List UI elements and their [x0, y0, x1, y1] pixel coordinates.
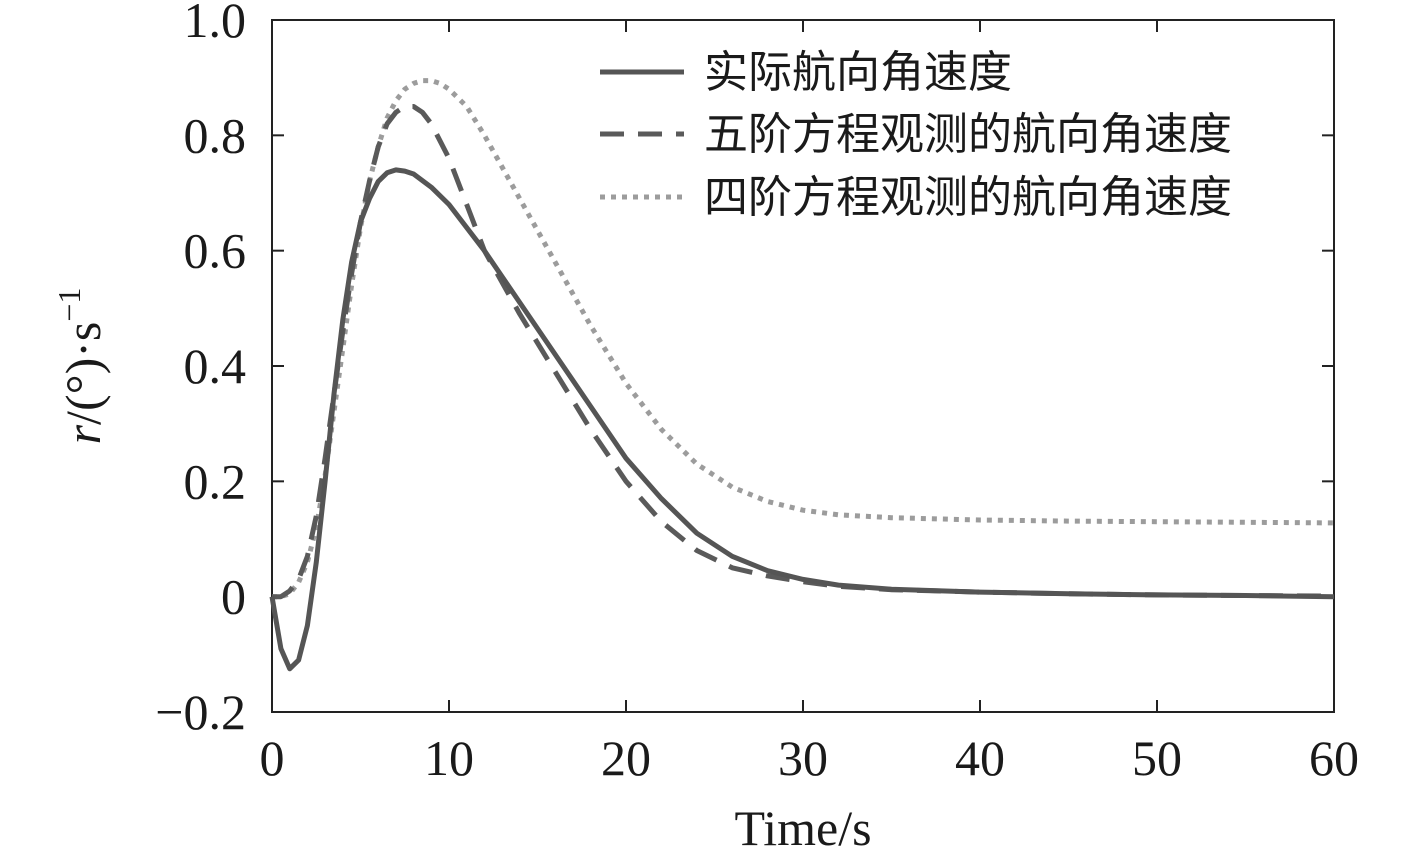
legend-label-fourth-order: 四阶方程观测的航向角速度: [704, 172, 1232, 223]
series-fourth-order-yaw-rate: [272, 78, 1335, 600]
y-axis-title-body: /(°)·s: [55, 322, 111, 425]
x-axis-title: Time/s: [734, 800, 871, 851]
series-actual-yaw-rate: [269, 167, 1335, 672]
y-tick-label: 0.6: [184, 223, 247, 279]
y-tick-label: 0: [221, 569, 246, 625]
x-tick-label: 10: [424, 730, 474, 786]
series-layer: [269, 78, 1335, 672]
x-tick-label: 60: [1309, 730, 1359, 786]
y-tick-label: 0.4: [184, 338, 247, 394]
y-axis-title-italic: r: [55, 424, 111, 444]
legend-label-actual: 实际航向角速度: [704, 47, 1012, 98]
y-tick-label: −0.2: [155, 684, 246, 740]
legend: 实际航向角速度 五阶方程观测的航向角速度 四阶方程观测的航向角速度: [600, 47, 1232, 223]
axis-ticks: [271, 19, 1335, 713]
x-tick-label: 50: [1132, 730, 1182, 786]
x-tick-label: 40: [955, 730, 1005, 786]
x-tick-label: 20: [601, 730, 651, 786]
axis-tick-labels: 0 10 20 30 40 50 60−0.200.20.40.60.81.0: [155, 0, 1359, 786]
x-tick-label: 30: [778, 730, 828, 786]
legend-label-fifth-order: 五阶方程观测的航向角速度: [704, 109, 1232, 160]
x-tick-label: 0: [260, 730, 285, 786]
y-tick-label: 0.8: [184, 107, 247, 163]
y-axis-title-superscript: −1: [51, 288, 87, 322]
y-tick-label: 1.0: [184, 0, 247, 48]
y-axis-title: r/(°)·s−1: [51, 288, 111, 445]
y-tick-label: 0.2: [184, 453, 247, 509]
